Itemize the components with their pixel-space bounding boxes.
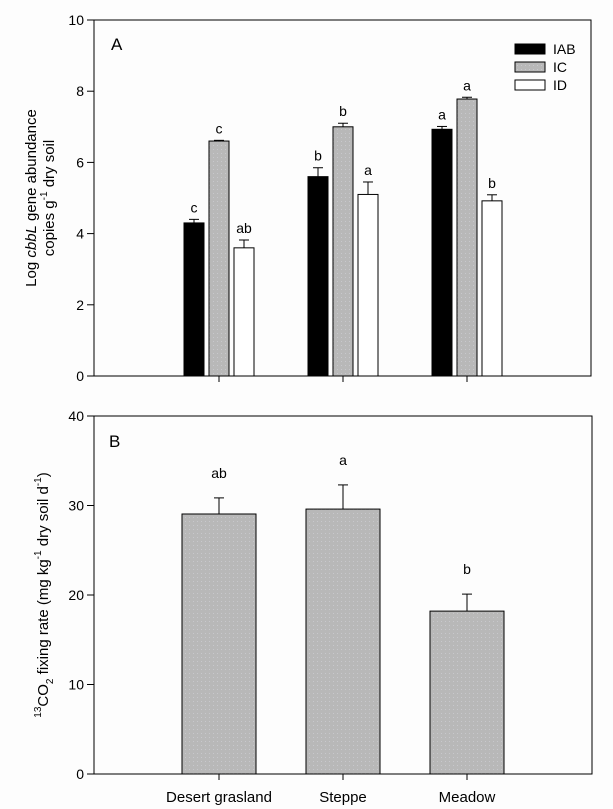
significance-letter: c: [216, 120, 223, 136]
x-tick-label: Steppe: [319, 789, 367, 806]
y-label-co: CO: [35, 684, 52, 707]
bar-id: [357, 193, 379, 377]
x-tick-label: Meadow: [439, 789, 496, 806]
y-tick-label: 6: [76, 154, 84, 170]
y-label-gene: cbbL: [23, 225, 40, 258]
y-tick-label: 10: [68, 12, 84, 28]
y-label-close: ): [35, 472, 52, 477]
y-label-prefix: Log: [23, 258, 40, 287]
legend-label-id: ID: [553, 77, 567, 93]
y-label-sup-13: 13: [33, 706, 44, 718]
panel-b-x-axis: Desert grasland Steppe Meadow: [166, 774, 496, 806]
y-tick-label: 20: [68, 587, 84, 603]
bar-ic: [332, 126, 354, 377]
significance-letter: a: [438, 106, 446, 122]
bar-ic: [456, 98, 478, 377]
bar-id: [233, 247, 255, 377]
significance-letter: a: [463, 77, 471, 93]
y-tick-label: 2: [76, 297, 84, 313]
bar-iab: [431, 128, 453, 377]
bar-fixing-rate: [181, 513, 257, 775]
y-tick-label: 30: [68, 498, 84, 514]
legend-swatch-iab: [514, 43, 546, 55]
panel-a-y-axis: 0 2 4 6 8 10: [68, 12, 94, 384]
bar-ic: [208, 140, 230, 377]
y-tick-label: 0: [76, 766, 84, 782]
y-label-fixing-rate: fixing rate (mg kg: [35, 559, 52, 678]
y-tick-label: 0: [76, 368, 84, 384]
y-label-dry-soil: dry soil d: [35, 486, 52, 550]
y-label-suffix: gene abundance: [23, 109, 40, 225]
bar-fixing-rate: [305, 508, 381, 775]
panel-b-label: B: [109, 432, 120, 451]
bar-fixing-rate: [429, 610, 505, 775]
x-tick-label: Desert grasland: [166, 789, 272, 806]
significance-letter: b: [488, 175, 496, 191]
y-label-line2-pre: copies g: [41, 200, 58, 256]
panel-a-label: A: [111, 35, 123, 54]
y-label-sup-kg: -1: [33, 550, 44, 559]
y-label-sup-d: -1: [33, 477, 44, 486]
bar-iab: [307, 176, 329, 377]
bar-id: [481, 200, 503, 377]
significance-letter: b: [463, 561, 471, 577]
panel-b-y-axis-label: 13CO2 fixing rate (mg kg-1 dry soil d-1): [33, 472, 56, 717]
y-tick-label: 4: [76, 226, 84, 242]
significance-letter: c: [191, 199, 198, 215]
significance-letter: b: [339, 103, 347, 119]
legend-swatch-ic: [514, 61, 546, 73]
significance-letter: ab: [236, 220, 252, 236]
bar-iab: [183, 222, 205, 377]
y-label-line2-post: dry soil: [41, 140, 58, 192]
y-tick-label: 10: [68, 677, 84, 693]
legend-swatch-id: [514, 79, 546, 91]
y-label-sub-2: 2: [45, 678, 56, 684]
legend-label-ic: IC: [553, 59, 567, 75]
legend: IAB IC ID: [514, 41, 576, 93]
significance-letter: a: [339, 452, 347, 468]
panel-a-x-axis: [218, 376, 468, 382]
panel-a-y-axis-label-line2: copies g-1 dry soil: [39, 140, 58, 256]
panel-a-y-axis-label-line1: Log cbbL gene abundance: [23, 109, 40, 287]
panel-b-y-axis: 0 10 20 30 40: [68, 408, 94, 782]
significance-letter: ab: [211, 465, 227, 481]
y-label-line2-sup: -1: [39, 191, 50, 200]
y-tick-label: 40: [68, 408, 84, 424]
significance-letter: b: [314, 148, 322, 164]
legend-label-iab: IAB: [553, 41, 576, 57]
significance-letter: a: [364, 162, 372, 178]
y-tick-label: 8: [76, 83, 84, 99]
